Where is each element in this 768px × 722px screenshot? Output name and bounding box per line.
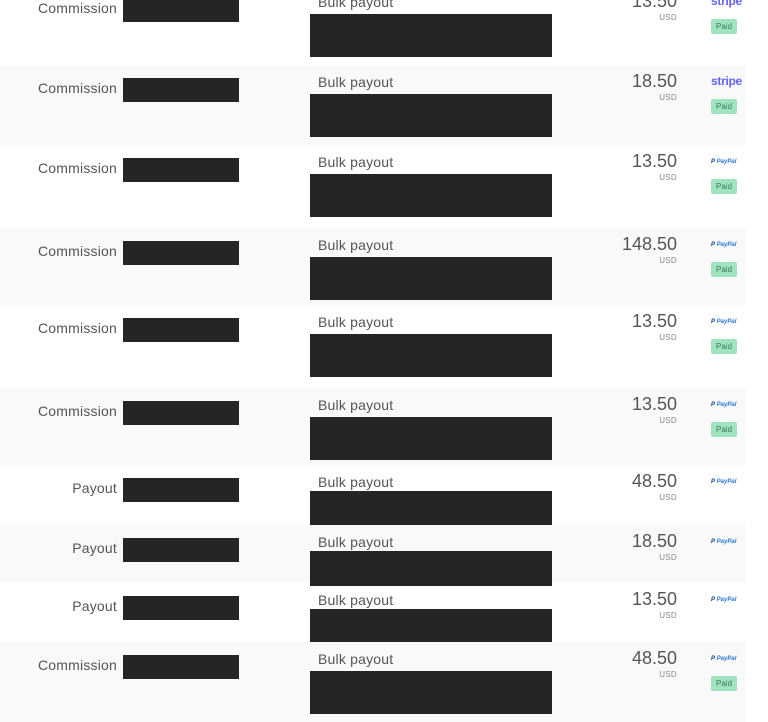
redacted-name [123,158,239,182]
paypal-logo-icon: P PayPal [711,402,737,408]
redacted-name [123,0,239,22]
table-row[interactable]: Commission Bulk payout 13.50 USD P PayPa… [0,388,746,465]
transaction-description: Bulk payout [318,74,394,90]
currency: USD [659,611,677,620]
amount: 148.50 [621,234,677,254]
redacted-details [310,609,552,644]
table-row[interactable]: Commission Bulk payout 18.50 USD stripe … [0,65,746,145]
currency: USD [659,553,677,562]
table-row[interactable]: Payout Bulk payout 48.50 USD P PayPal [0,465,746,526]
redacted-name [123,78,239,102]
redacted-details [310,551,552,586]
table-row[interactable]: Commission Bulk payout 148.50 USD P PayP… [0,228,746,305]
transaction-type: Commission [37,320,117,336]
transaction-type: Commission [37,657,117,673]
redacted-details [310,417,552,460]
amount: 48.50 [631,471,677,491]
currency: USD [659,13,677,22]
redacted-details [310,257,552,300]
currency: USD [659,173,677,182]
redacted-details [310,14,552,57]
amount: 18.50 [631,531,677,551]
redacted-details [310,174,552,217]
transaction-description: Bulk payout [318,651,394,667]
paypal-logo-icon: P PayPal [711,242,737,248]
paypal-logo-icon: P PayPal [711,159,737,165]
status-badge: Paid [711,262,738,277]
amount: 18.50 [631,71,677,91]
status-badge: Paid [711,676,738,691]
amount: 13.50 [631,589,677,609]
transaction-list: Commission Bulk payout 13.50 USD stripe … [0,0,746,722]
amount: 13.50 [631,0,677,11]
table-row[interactable]: Commission Bulk payout 13.50 USD P PayPa… [0,305,746,388]
currency: USD [659,256,677,265]
amount: 48.50 [631,648,677,668]
transaction-description: Bulk payout [318,534,394,550]
transaction-description: Bulk payout [318,314,394,330]
transaction-description: Bulk payout [318,154,394,170]
paypal-logo-icon: P PayPal [711,479,737,485]
transaction-description: Bulk payout [318,0,394,10]
transaction-description: Bulk payout [318,474,394,490]
redacted-name [123,401,239,425]
currency: USD [659,670,677,679]
table-row[interactable]: Payout Bulk payout 13.50 USD P PayPal [0,583,746,644]
table-row[interactable]: Payout Bulk payout 18.50 USD P PayPal [0,525,746,586]
redacted-details [310,334,552,377]
currency: USD [659,416,677,425]
redacted-name [123,596,239,620]
transaction-type: Commission [37,403,117,419]
transaction-type: Commission [37,0,117,16]
transaction-description: Bulk payout [318,237,394,253]
currency: USD [659,333,677,342]
table-row[interactable]: Commission Bulk payout 48.50 USD P PayPa… [0,642,746,722]
transaction-type: Payout [72,598,117,614]
redacted-name [123,318,239,342]
stripe-logo-icon: stripe [711,0,742,8]
status-badge: Paid [711,339,738,354]
paypal-logo-icon: P PayPal [711,539,737,545]
table-row[interactable]: Commission Bulk payout 13.50 USD P PayPa… [0,145,746,228]
transaction-type: Commission [37,243,117,259]
transaction-type: Commission [37,160,117,176]
redacted-details [310,491,552,526]
currency: USD [659,493,677,502]
status-badge: Paid [711,179,738,194]
amount: 13.50 [631,151,677,171]
transaction-type: Commission [37,80,117,96]
transaction-type: Payout [72,540,117,556]
redacted-details [310,671,552,714]
paypal-logo-icon: P PayPal [711,597,737,603]
stripe-logo-icon: stripe [711,74,742,88]
redacted-name [123,241,239,265]
redacted-name [123,538,239,562]
redacted-details [310,94,552,137]
currency: USD [659,93,677,102]
transaction-type: Payout [72,480,117,496]
amount: 13.50 [631,311,677,331]
amount: 13.50 [631,394,677,414]
paypal-logo-icon: P PayPal [711,319,737,325]
status-badge: Paid [711,422,738,437]
status-badge: Paid [711,19,738,34]
transaction-description: Bulk payout [318,592,394,608]
paypal-logo-icon: P PayPal [711,656,737,662]
table-row[interactable]: Commission Bulk payout 13.50 USD stripe … [0,0,746,65]
status-badge: Paid [711,99,738,114]
redacted-name [123,655,239,679]
redacted-name [123,478,239,502]
transaction-description: Bulk payout [318,397,394,413]
